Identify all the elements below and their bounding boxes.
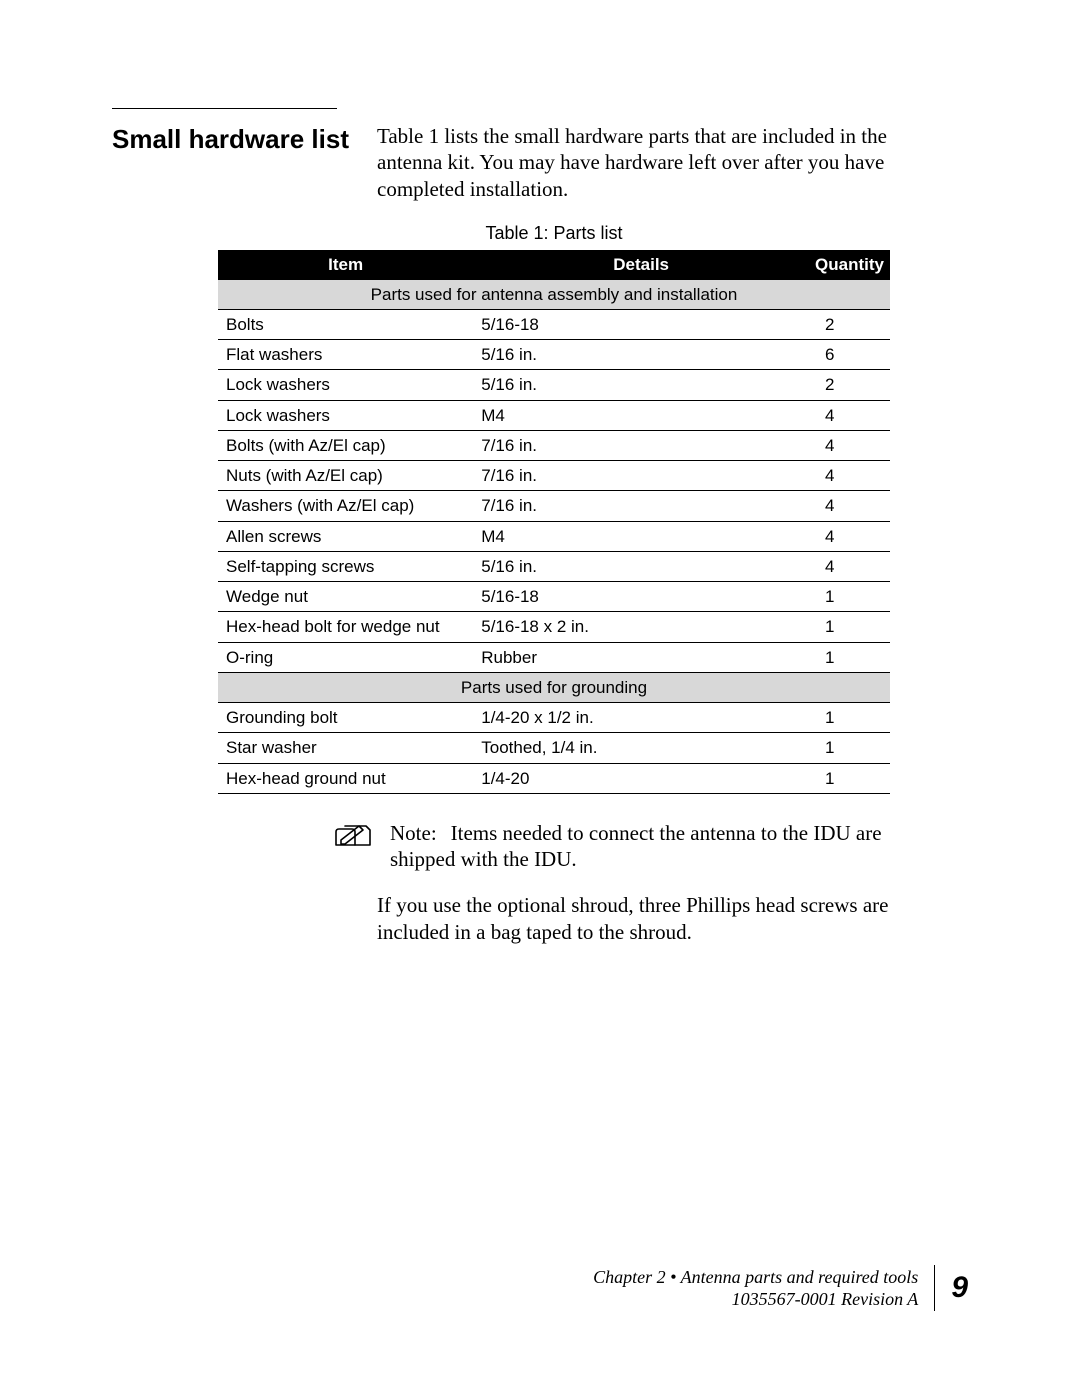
cell-item: Bolts (with Az/El cap) xyxy=(218,430,473,460)
cell-details: Toothed, 1/4 in. xyxy=(473,733,809,763)
cell-item: O-ring xyxy=(218,642,473,672)
cell-quantity: 4 xyxy=(809,491,890,521)
page-number: 9 xyxy=(951,1269,968,1307)
table-header: Item Details Quantity xyxy=(218,250,890,279)
cell-item: Lock washers xyxy=(218,370,473,400)
footer-doc-line: 1035567-0001 Revision A xyxy=(593,1288,918,1311)
table-row: Hex-head ground nut1/4-201 xyxy=(218,763,890,793)
cell-item: Self-tapping screws xyxy=(218,551,473,581)
cell-details: 5/16-18 xyxy=(473,309,809,339)
cell-item: Lock washers xyxy=(218,400,473,430)
cell-details: 1/4-20 x 1/2 in. xyxy=(473,703,809,733)
table-body: Parts used for antenna assembly and inst… xyxy=(218,280,890,794)
cell-quantity: 2 xyxy=(809,309,890,339)
cell-quantity: 1 xyxy=(809,703,890,733)
table-row: O-ringRubber1 xyxy=(218,642,890,672)
cell-details: 1/4-20 xyxy=(473,763,809,793)
table-row: Bolts (with Az/El cap)7/16 in.4 xyxy=(218,430,890,460)
table-row: Lock washers5/16 in.2 xyxy=(218,370,890,400)
cell-details: 5/16 in. xyxy=(473,370,809,400)
cell-details: 7/16 in. xyxy=(473,461,809,491)
cell-item: Grounding bolt xyxy=(218,703,473,733)
cell-quantity: 1 xyxy=(809,763,890,793)
cell-details: 5/16-18 xyxy=(473,582,809,612)
cell-details: 7/16 in. xyxy=(473,491,809,521)
note-text: Note:Items needed to connect the antenna… xyxy=(390,820,890,873)
cell-quantity: 4 xyxy=(809,521,890,551)
cell-details: 5/16-18 x 2 in. xyxy=(473,612,809,642)
pencil-note-icon xyxy=(332,822,372,859)
page: Small hardware list Table 1 lists the sm… xyxy=(0,0,1080,1397)
page-footer: Chapter 2 • Antenna parts and required t… xyxy=(593,1265,968,1311)
note-body: Items needed to connect the antenna to t… xyxy=(390,821,882,871)
section-label: Parts used for grounding xyxy=(218,672,890,702)
cell-quantity: 4 xyxy=(809,551,890,581)
cell-details: M4 xyxy=(473,521,809,551)
cell-item: Bolts xyxy=(218,309,473,339)
col-header-item: Item xyxy=(218,250,473,279)
after-note-paragraph: If you use the optional shroud, three Ph… xyxy=(377,892,890,945)
cell-item: Washers (with Az/El cap) xyxy=(218,491,473,521)
cell-details: 5/16 in. xyxy=(473,340,809,370)
footer-divider xyxy=(934,1265,935,1311)
table-row: Bolts5/16-182 xyxy=(218,309,890,339)
footer-chapter-line: Chapter 2 • Antenna parts and required t… xyxy=(593,1266,918,1289)
parts-table: Item Details Quantity Parts used for ant… xyxy=(218,250,890,794)
table-row: Lock washersM44 xyxy=(218,400,890,430)
cell-quantity: 4 xyxy=(809,400,890,430)
cell-item: Nuts (with Az/El cap) xyxy=(218,461,473,491)
table-section-row: Parts used for antenna assembly and inst… xyxy=(218,280,890,310)
cell-quantity: 6 xyxy=(809,340,890,370)
table-row: Self-tapping screws5/16 in.4 xyxy=(218,551,890,581)
col-header-details: Details xyxy=(473,250,809,279)
table-row: Grounding bolt1/4-20 x 1/2 in.1 xyxy=(218,703,890,733)
table-caption: Table 1: Parts list xyxy=(218,222,890,245)
note-label: Note: xyxy=(390,821,451,845)
parts-table-wrap: Table 1: Parts list Item Details Quantit… xyxy=(218,222,890,794)
cell-item: Hex-head ground nut xyxy=(218,763,473,793)
cell-item: Flat washers xyxy=(218,340,473,370)
section-title: Small hardware list xyxy=(112,123,377,156)
intro-row: Small hardware list Table 1 lists the sm… xyxy=(112,123,890,202)
footer-text: Chapter 2 • Antenna parts and required t… xyxy=(593,1266,918,1311)
note-block: Note:Items needed to connect the antenna… xyxy=(332,820,890,873)
cell-details: Rubber xyxy=(473,642,809,672)
col-header-quantity: Quantity xyxy=(809,250,890,279)
cell-quantity: 1 xyxy=(809,733,890,763)
table-row: Wedge nut5/16-181 xyxy=(218,582,890,612)
cell-quantity: 2 xyxy=(809,370,890,400)
intro-text: Table 1 lists the small hardware parts t… xyxy=(377,123,890,202)
table-row: Washers (with Az/El cap)7/16 in.4 xyxy=(218,491,890,521)
cell-item: Wedge nut xyxy=(218,582,473,612)
table-row: Flat washers5/16 in.6 xyxy=(218,340,890,370)
table-row: Star washerToothed, 1/4 in.1 xyxy=(218,733,890,763)
table-row: Nuts (with Az/El cap)7/16 in.4 xyxy=(218,461,890,491)
section-label: Parts used for antenna assembly and inst… xyxy=(218,280,890,310)
table-row: Hex-head bolt for wedge nut5/16-18 x 2 i… xyxy=(218,612,890,642)
cell-quantity: 1 xyxy=(809,612,890,642)
cell-item: Allen screws xyxy=(218,521,473,551)
cell-item: Hex-head bolt for wedge nut xyxy=(218,612,473,642)
cell-item: Star washer xyxy=(218,733,473,763)
cell-details: 7/16 in. xyxy=(473,430,809,460)
cell-quantity: 1 xyxy=(809,642,890,672)
cell-details: 5/16 in. xyxy=(473,551,809,581)
cell-quantity: 1 xyxy=(809,582,890,612)
cell-quantity: 4 xyxy=(809,461,890,491)
table-row: Allen screwsM44 xyxy=(218,521,890,551)
cell-quantity: 4 xyxy=(809,430,890,460)
cell-details: M4 xyxy=(473,400,809,430)
table-section-row: Parts used for grounding xyxy=(218,672,890,702)
section-rule xyxy=(112,108,337,109)
